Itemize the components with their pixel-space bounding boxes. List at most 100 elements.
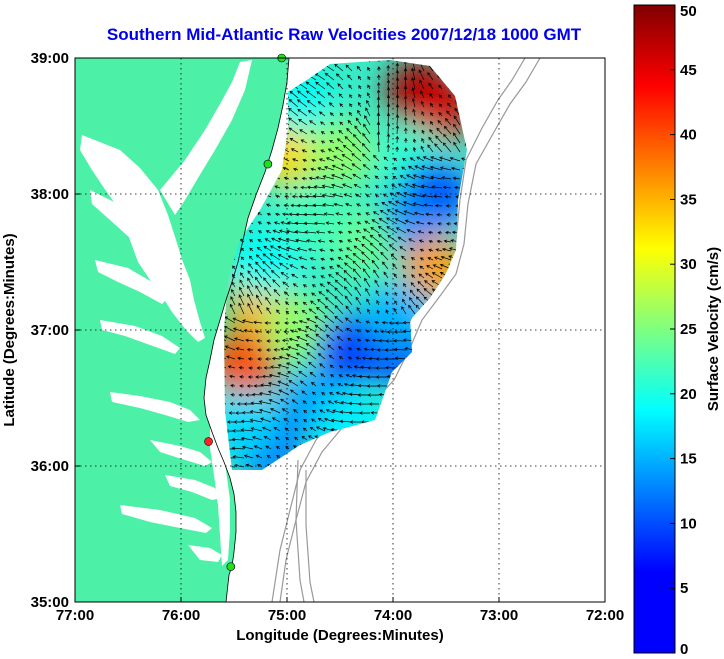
velocity-vector-302 xyxy=(420,145,425,153)
velocity-vector-1102 xyxy=(312,409,317,414)
velocity-vector-509 xyxy=(266,221,272,225)
velocity-vector-696 xyxy=(431,272,443,279)
velocity-vector-552 xyxy=(395,227,407,234)
velocity-vector-1211 xyxy=(285,445,290,450)
velocity-vector-486 xyxy=(303,212,317,217)
velocity-vector-1179 xyxy=(240,436,254,441)
velocity-vector-349 xyxy=(331,164,344,171)
velocity-vector-983 xyxy=(247,375,253,379)
velocity-vector-694 xyxy=(418,273,425,279)
velocity-vector-576 xyxy=(362,236,371,243)
velocity-vector-233 xyxy=(299,129,308,135)
velocity-vector-566 xyxy=(271,237,281,243)
velocity-vector-1157 xyxy=(302,427,308,432)
velocity-vector-44 xyxy=(367,66,371,72)
velocity-vector-73 xyxy=(377,74,381,81)
velocity-vector-1081 xyxy=(368,402,380,406)
velocity-vector-378 xyxy=(341,173,353,180)
velocity-vector-957 xyxy=(263,366,272,370)
velocity-vector-389 xyxy=(441,176,452,180)
velocity-vector-350 xyxy=(340,163,353,171)
velocity-vector-1012 xyxy=(253,384,263,388)
velocity-vector-624 xyxy=(287,255,299,261)
velocity-vector-1014 xyxy=(267,382,281,387)
velocity-vector-1125 xyxy=(260,417,272,423)
velocity-vector-417 xyxy=(442,185,452,190)
velocity-vector-260 xyxy=(289,138,299,144)
velocity-vector-956 xyxy=(256,366,262,370)
velocity-vector-241 xyxy=(376,121,381,135)
velocity-vector-491 xyxy=(356,212,362,216)
velocity-vector-276 xyxy=(435,135,443,144)
velocity-vector-416 xyxy=(431,185,443,189)
velocity-vector-1182 xyxy=(275,436,281,441)
velocity-vector-522 xyxy=(378,218,389,225)
velocity-vector-42 xyxy=(345,64,353,72)
velocity-vector-717 xyxy=(374,279,380,288)
velocity-vector-137 xyxy=(447,94,452,99)
velocity-vector-729 xyxy=(231,288,236,297)
velocity-vector-1206 xyxy=(231,446,245,450)
velocity-vector-204 xyxy=(288,117,299,126)
velocity-vector-247 xyxy=(429,129,434,135)
velocity-vector-151 xyxy=(317,101,326,108)
velocity-vector-703 xyxy=(247,277,254,288)
velocity-vector-592 xyxy=(256,246,263,252)
velocity-vector-1150 xyxy=(232,429,245,433)
velocity-vector-882 xyxy=(347,337,353,342)
velocity-vector-374 xyxy=(308,176,317,181)
velocity-vector-1237 xyxy=(266,455,272,459)
velocity-vector-538 xyxy=(272,229,281,234)
colorbar: 0 5 10 15 20 25 30 35 40 45 50 Surface Velocity (c… xyxy=(633,3,722,658)
velocity-vector-852 xyxy=(324,324,335,333)
velocity-vector-497 xyxy=(403,210,416,216)
velocity-vector-981 xyxy=(229,374,236,379)
velocity-vector-433 xyxy=(331,193,344,198)
velocity-vector-402 xyxy=(306,185,317,190)
colorbar-ticks: 0 5 10 15 20 25 30 35 40 45 50 xyxy=(670,3,697,658)
velocity-vector-828 xyxy=(365,320,371,324)
velocity-vector-193 xyxy=(446,110,452,117)
velocity-vector-768 xyxy=(325,297,335,306)
velocity-vector-636 xyxy=(401,255,407,261)
velocity-vector-744 xyxy=(365,287,371,297)
velocity-vector-1019 xyxy=(321,382,326,387)
velocity-vector-218 xyxy=(421,120,425,126)
velocity-vector-757 xyxy=(230,296,236,306)
velocity-vector-293 xyxy=(334,146,344,153)
velocity-vector-1095 xyxy=(241,410,254,415)
velocity-vector-572 xyxy=(328,239,335,244)
velocity-vector-163 xyxy=(429,102,434,108)
velocity-vector-1234 xyxy=(232,455,245,459)
velocity-vector-1037 xyxy=(230,393,236,397)
velocity-vector-516 xyxy=(325,221,335,225)
velocity-vector-742 xyxy=(343,286,353,297)
velocity-vector-771 xyxy=(355,296,362,306)
velocity-vector-883 xyxy=(356,338,362,342)
velocity-vector-598 xyxy=(307,248,317,252)
velocity-vector-330 xyxy=(416,156,425,162)
velocity-vector-429 xyxy=(298,194,308,199)
velocity-vector-708 xyxy=(292,283,299,288)
velocity-vector-154 xyxy=(349,103,353,108)
velocity-vector-1181 xyxy=(263,436,272,441)
velocity-vector-841 xyxy=(224,325,236,333)
velocity-vector-535 xyxy=(248,230,254,234)
velocity-vector-583 xyxy=(428,239,434,244)
velocity-vector-611 xyxy=(428,248,434,253)
velocity-vector-613 xyxy=(441,247,452,252)
colorbar-label: Surface Velocity (cm/s) xyxy=(705,247,722,411)
velocity-vector-732 xyxy=(255,285,263,297)
velocity-vector-240 xyxy=(363,123,371,135)
velocity-vector-178 xyxy=(307,110,317,117)
velocity-vector-656 xyxy=(329,266,335,270)
velocity-vector-329 xyxy=(409,157,416,162)
velocity-vector-855 xyxy=(356,329,362,333)
velocity-vector-1053 xyxy=(367,393,380,397)
colorbar-tick-label-1: 5 xyxy=(680,580,688,597)
velocity-vector-683 xyxy=(320,275,326,279)
velocity-vector-766 xyxy=(310,300,317,306)
velocity-vector-994 xyxy=(345,374,353,378)
velocity-vector-898 xyxy=(235,347,245,351)
velocity-vector-1038 xyxy=(238,393,244,397)
